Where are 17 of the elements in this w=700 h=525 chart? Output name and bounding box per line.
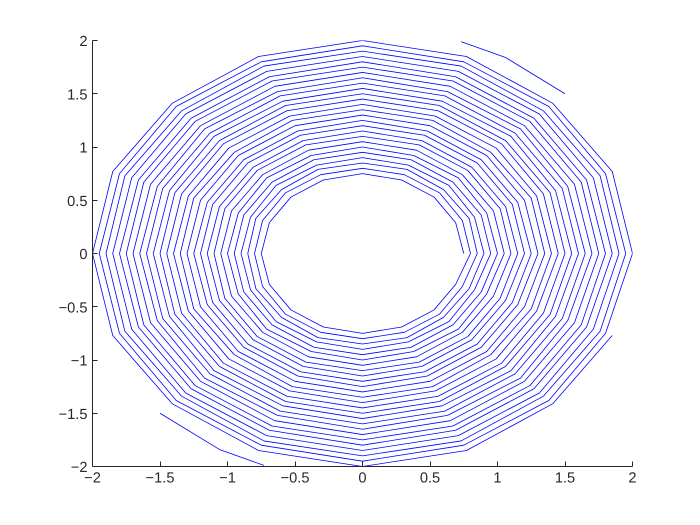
y-tick-label: −1.5 [58, 406, 88, 423]
y-tick-label: 2 [79, 34, 88, 50]
y-tick-label: 1.5 [67, 87, 88, 104]
y-tick-label: −2 [70, 460, 88, 476]
y-tick-label: −1 [70, 354, 88, 370]
x-tick-label: −1 [219, 470, 236, 486]
x-tick-label: 1 [493, 470, 502, 486]
y-tick-label: −0.5 [58, 300, 88, 316]
y-tick-label: 0.5 [67, 194, 88, 210]
x-tick-label: −1.5 [146, 470, 174, 486]
x-tick-label: 2 [628, 470, 637, 486]
y-tick-label: 1 [79, 140, 88, 156]
x-tick-label: 1.5 [554, 470, 576, 486]
x-tick-label: 0 [358, 470, 367, 486]
x-tick-label: −0.5 [280, 470, 310, 486]
x-tick-label: 0.5 [420, 470, 440, 486]
y-tick-label: 0 [79, 247, 88, 263]
